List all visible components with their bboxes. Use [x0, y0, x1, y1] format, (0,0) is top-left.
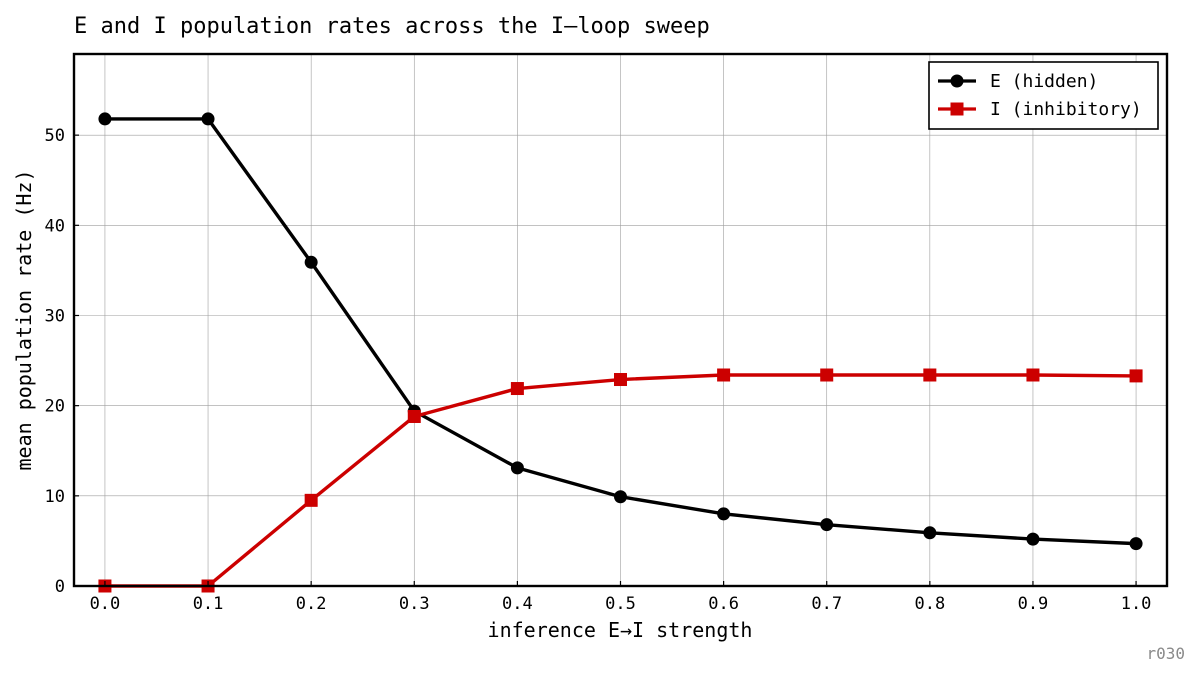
- data-point-i: [614, 373, 627, 387]
- series-layer: [98, 112, 1143, 593]
- data-point-e: [717, 507, 731, 521]
- data-point-i: [820, 368, 834, 382]
- data-point-i: [304, 493, 318, 507]
- legend: E (hidden) I (inhibitory): [928, 61, 1159, 130]
- data-point-i: [1026, 368, 1040, 382]
- series-i: [98, 368, 1143, 593]
- figure-tag: r030: [1146, 644, 1185, 663]
- data-point-e: [1026, 532, 1040, 546]
- x-tick-label: 0.6: [708, 594, 739, 614]
- y-tick-label: 40: [45, 216, 65, 236]
- y-tick-label: 20: [45, 397, 65, 417]
- data-point-e: [304, 255, 318, 269]
- y-tick-label: 10: [45, 487, 65, 507]
- x-tick-label: 0.7: [811, 594, 842, 614]
- grid-x: [104, 54, 1137, 586]
- x-tick-label: 0.9: [1018, 594, 1049, 614]
- data-point-e: [510, 461, 524, 475]
- data-point-i: [407, 409, 421, 423]
- y-tick-label: 30: [45, 306, 65, 326]
- x-axis-ticks: 0.0 0.1 0.2 0.3 0.4 0.5 0.6 0.7 0.8 0.9 1.0: [90, 581, 1152, 614]
- y-tick-label: 0: [55, 577, 65, 597]
- data-point-e: [923, 526, 937, 540]
- legend-label-e: E (hidden): [990, 71, 1098, 92]
- data-point-e: [820, 518, 834, 532]
- data-point-e: [201, 112, 215, 126]
- legend-box: [928, 61, 1159, 130]
- x-tick-label: 0.2: [296, 594, 327, 614]
- data-point-e: [614, 490, 627, 504]
- data-point-e: [1129, 537, 1143, 551]
- x-tick-label: 0.1: [193, 594, 224, 614]
- x-tick-label: 0.4: [502, 594, 533, 614]
- y-tick-label: 50: [45, 126, 65, 146]
- x-tick-label: 0.8: [914, 594, 945, 614]
- y-axis-title: mean population rate (Hz): [12, 169, 36, 470]
- x-tick-label: 1.0: [1121, 594, 1152, 614]
- y-axis-ticks: 0 10 20 30 40 50: [45, 126, 79, 597]
- x-tick-label: 0.0: [90, 594, 121, 614]
- legend-label-i: I (inhibitory): [990, 99, 1142, 120]
- x-tick-label: 0.3: [399, 594, 430, 614]
- data-point-i: [923, 368, 937, 382]
- legend-marker-e: [950, 74, 964, 88]
- x-tick-label: 0.5: [605, 594, 636, 614]
- data-point-i: [717, 368, 731, 382]
- data-point-i: [510, 382, 524, 396]
- data-point-i: [1129, 369, 1143, 383]
- legend-marker-i: [950, 102, 964, 116]
- chart-title: E and I population rates across the I–lo…: [74, 14, 710, 39]
- x-axis-title: inference E→I strength: [488, 618, 753, 642]
- data-point-e: [98, 112, 112, 126]
